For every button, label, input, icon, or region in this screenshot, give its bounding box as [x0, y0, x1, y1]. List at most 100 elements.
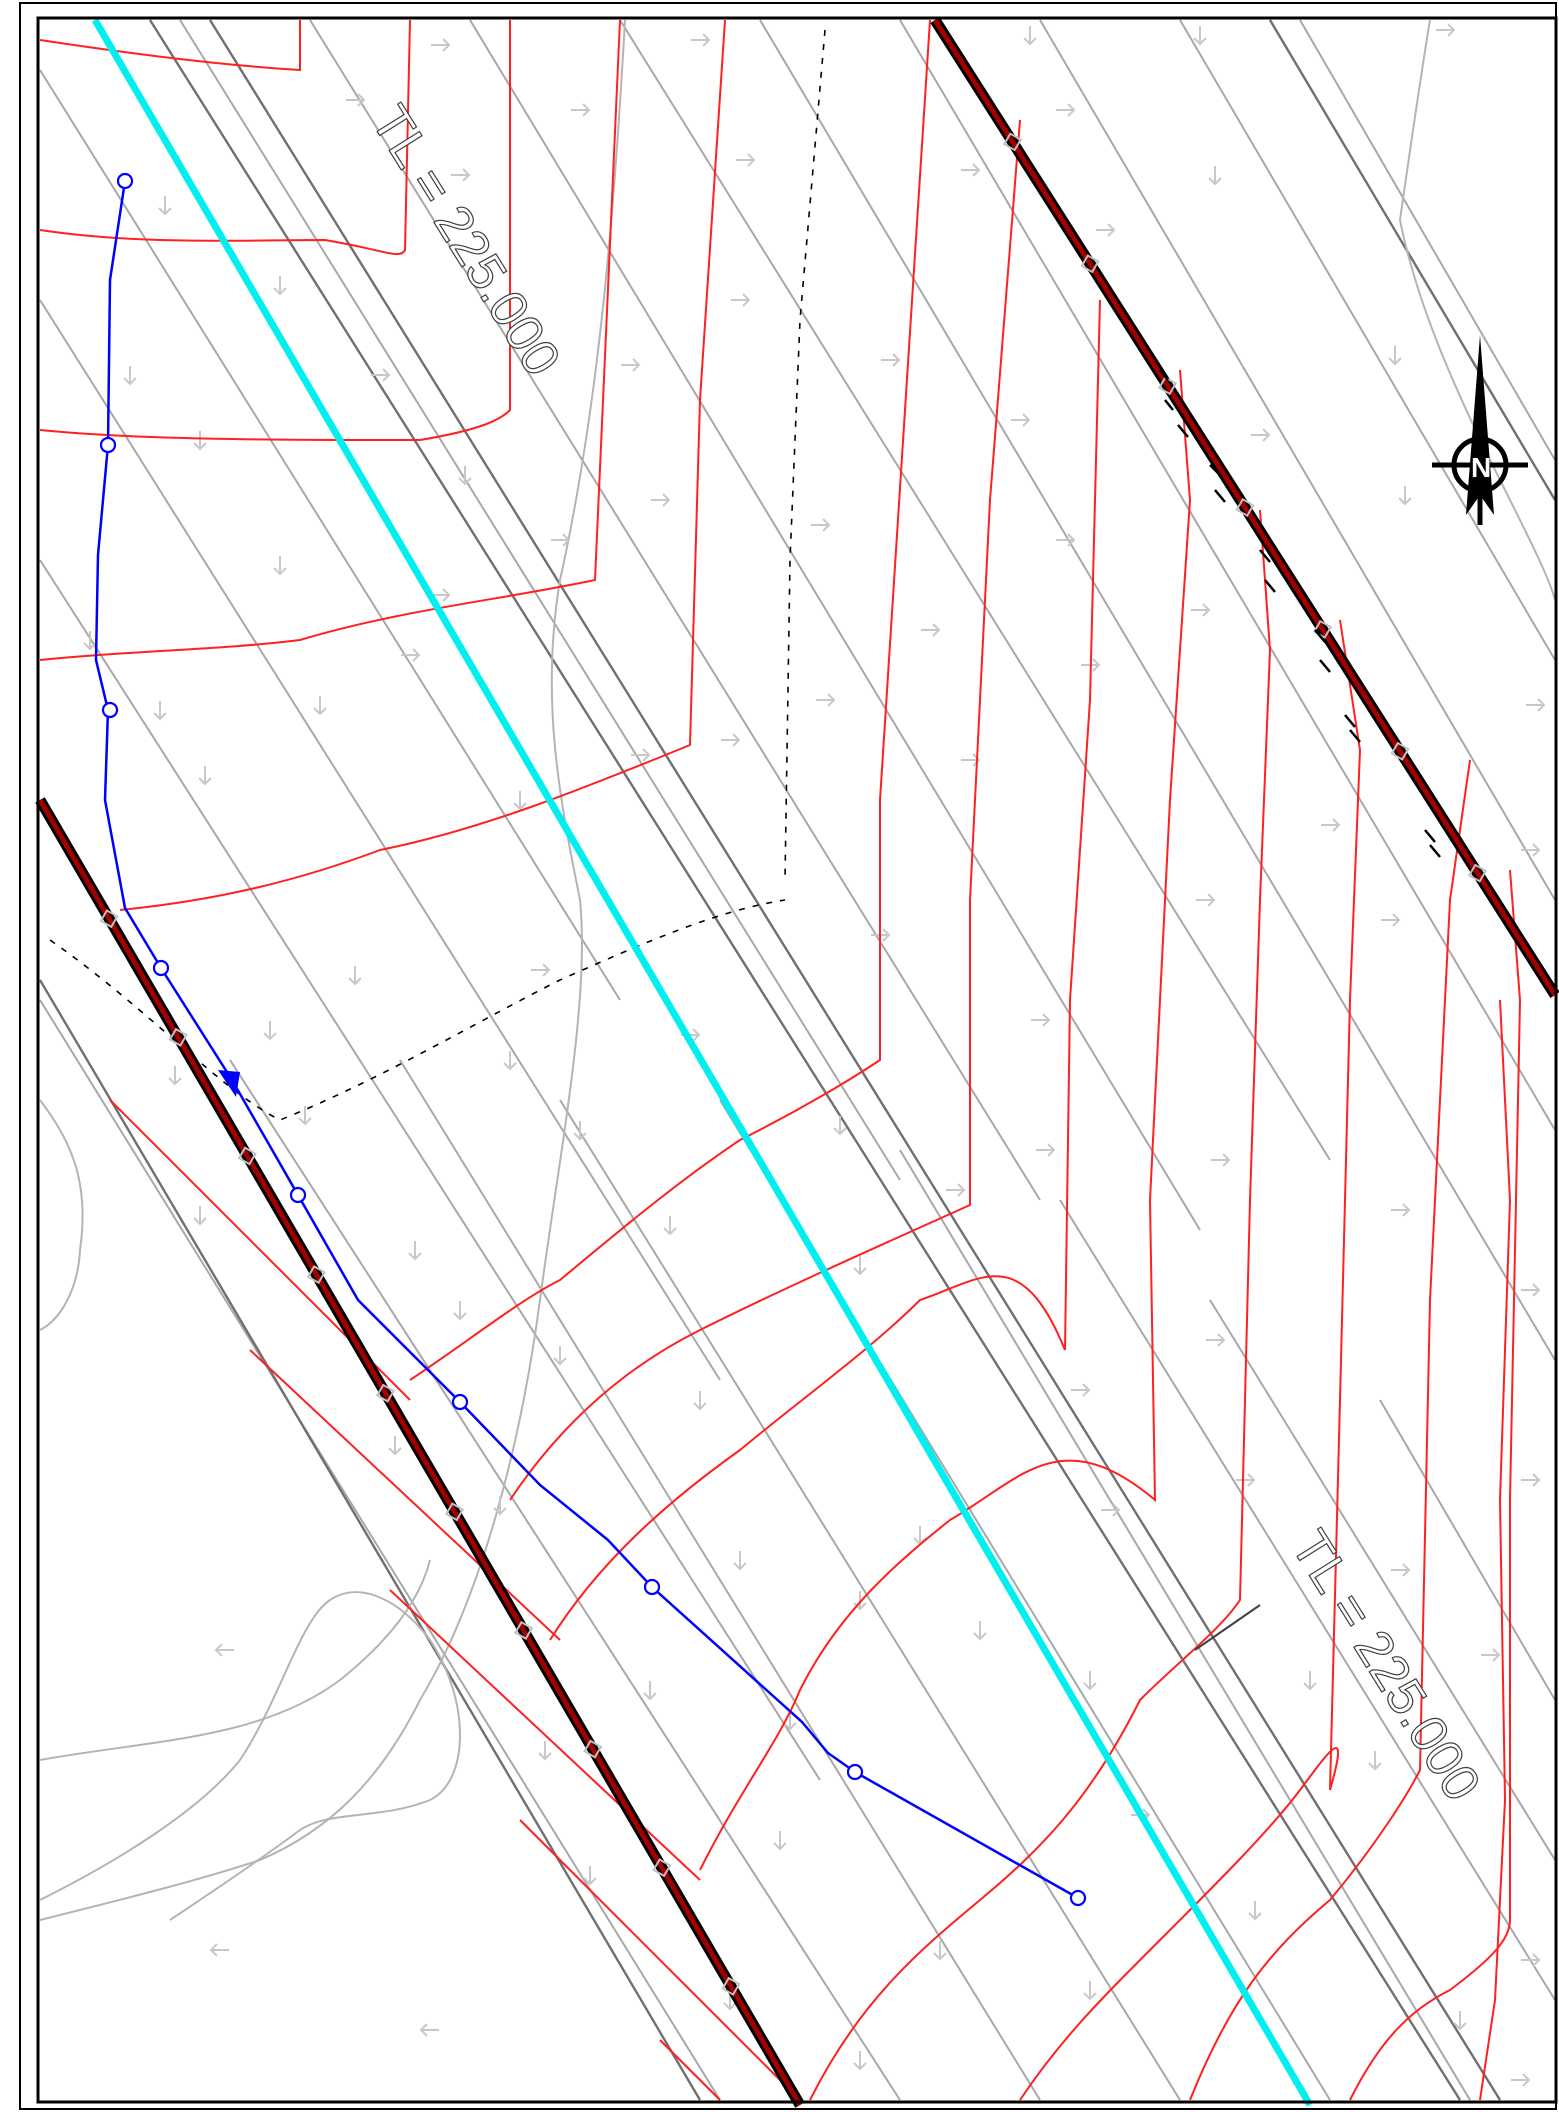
flow-direction-arrow-icon: [408, 1241, 422, 1261]
flow-direction-arrow-icon: [1236, 1473, 1256, 1487]
flow-direction-arrow-icon: [193, 1206, 207, 1226]
flow-direction-arrow-icon: [1388, 346, 1402, 366]
flow-direction-arrow-icon: [153, 701, 167, 721]
pipe-node-circle-icon: [116, 172, 134, 190]
flow-direction-arrow-icon: [853, 1256, 867, 1276]
flow-direction-arrow-icon: [273, 556, 287, 576]
flow-direction-arrow-icon: [503, 1051, 517, 1071]
existing-ground-features: [39, 19, 1556, 1921]
flow-direction-arrow-icon: [123, 366, 137, 386]
flow-direction-arrow-icon: [731, 293, 751, 307]
pipe-node-circle-icon: [289, 1186, 307, 1204]
flow-direction-arrow-icon: [811, 518, 831, 532]
flow-direction-arrow-icon: [733, 1551, 747, 1571]
svg-text:N: N: [1471, 452, 1491, 483]
flow-direction-arrow-icon: [721, 733, 741, 747]
flow-direction-arrow-icon: [1096, 223, 1116, 237]
flow-direction-arrow-icon: [816, 693, 836, 707]
flow-direction-arrow-icon: [1481, 1648, 1501, 1662]
flow-direction-arrow-icon: [453, 1301, 467, 1321]
flow-direction-arrow-icon: [946, 1183, 966, 1197]
flow-direction-arrow-icon: [551, 533, 571, 547]
flow-direction-arrow-icon: [513, 791, 527, 811]
flow-direction-arrow-icon: [1083, 1671, 1097, 1691]
flow-direction-arrow-icon: [643, 1681, 657, 1701]
flow-direction-arrow-icon: [1031, 1013, 1051, 1027]
curb-line-lower: [35, 797, 805, 2108]
flow-direction-arrow-icon: [1511, 2073, 1531, 2087]
flow-direction-arrow-icon: [1521, 1473, 1541, 1487]
pipe-node-circle-icon: [152, 959, 170, 977]
storm-pipe-line: [94, 180, 1079, 1900]
curb-line-upper: [930, 17, 1559, 998]
flow-direction-arrow-icon: [1023, 26, 1037, 46]
flow-direction-arrow-icon: [193, 431, 207, 451]
flow-direction-arrow-icon: [493, 1496, 507, 1516]
pipe-node-circle-icon: [643, 1578, 661, 1596]
flow-direction-arrow-icon: [1071, 1383, 1091, 1397]
flow-direction-arrow-icon: [651, 493, 671, 507]
flow-direction-arrow-icon: [168, 1066, 182, 1086]
pipe-node-circle-icon: [99, 436, 117, 454]
pipe-node-circle-icon: [451, 1393, 469, 1411]
flow-direction-arrow-icon: [631, 748, 651, 762]
flow-direction-arrow-icon: [1391, 1203, 1411, 1217]
flow-direction-arrow-icon: [961, 163, 981, 177]
flow-direction-arrow-icon: [693, 1391, 707, 1411]
flow-direction-arrow-icon: [736, 153, 756, 167]
flow-direction-arrow-icon: [431, 38, 451, 52]
flow-direction-arrow-icon: [1251, 428, 1271, 442]
curb-station-marker: [444, 1502, 465, 1522]
flow-direction-arrow-icon: [263, 1021, 277, 1041]
pipe-node-circle-icon: [846, 1763, 864, 1781]
flow-direction-arrow-icon: [1011, 413, 1031, 427]
flow-direction-arrow-icon: [1303, 1671, 1317, 1691]
flow-direction-arrow-icon: [1083, 1981, 1097, 2001]
flow-direction-arrow-icon: [663, 1216, 677, 1236]
flow-direction-arrow-icon: [313, 696, 327, 716]
flow-direction-arrow-icon: [1101, 1503, 1121, 1517]
pipe-node-circle-icon: [1069, 1889, 1087, 1907]
sheet-border-inner: [36, 16, 1558, 2104]
flow-direction-arrow-icon: [298, 1106, 312, 1126]
flow-direction-arrow-icon: [83, 631, 97, 651]
flow-direction-arrow-icon: [1526, 698, 1546, 712]
flow-direction-arrow-icon: [583, 1866, 597, 1886]
flow-direction-arrow-icon: [1391, 1563, 1411, 1577]
north-arrow-icon: N: [1432, 335, 1528, 525]
flow-direction-arrow-icon: [1521, 1283, 1541, 1297]
curb-station-marker: [1080, 254, 1100, 274]
dashed-boundary-line: [49, 29, 826, 1121]
flow-direction-arrow-icon: [458, 466, 472, 486]
flow-direction-arrow-icon: [1191, 603, 1211, 617]
spot-elevation-marks: [1159, 369, 1441, 858]
flow-direction-arrow-icon: [1521, 843, 1541, 857]
flow-direction-arrow-icon: [1056, 533, 1076, 547]
flow-direction-arrow-icon: [1206, 1333, 1226, 1347]
curb-station-marker: [721, 1976, 741, 1996]
curb-station-marker: [1002, 132, 1023, 152]
flow-direction-arrow-icon: [1193, 26, 1207, 46]
flow-direction-arrow-icon: [273, 276, 287, 296]
flow-direction-arrow-icon: [573, 1121, 587, 1141]
flow-direction-arrow-icon: [621, 358, 641, 372]
curb-station-marker: [99, 909, 119, 929]
flow-direction-arrow-icon: [1368, 1751, 1382, 1771]
flow-direction-arrow-icon: [1208, 166, 1222, 186]
flow-direction-arrow-icon: [198, 766, 212, 786]
curb-station-marker: [1157, 376, 1178, 396]
flow-direction-arrow-icon: [1321, 818, 1341, 832]
curb-station-marker: [375, 1383, 396, 1403]
curb-station-marker: [583, 1739, 603, 1759]
flow-direction-arrow-icon: [571, 103, 591, 117]
flow-direction-arrow-icon: [553, 1346, 567, 1366]
flow-direction-arrow-icon: [691, 33, 711, 47]
curb-station-marker: [514, 1620, 534, 1641]
flow-direction-arrow-icon: [973, 1621, 987, 1641]
curb-station-markers: [99, 132, 1488, 1996]
grade-break-lines: [39, 19, 1556, 2101]
curb-station-marker: [1235, 497, 1255, 518]
curb-station-marker: [168, 1027, 188, 1047]
flow-direction-arrow-icon: [773, 1831, 787, 1851]
